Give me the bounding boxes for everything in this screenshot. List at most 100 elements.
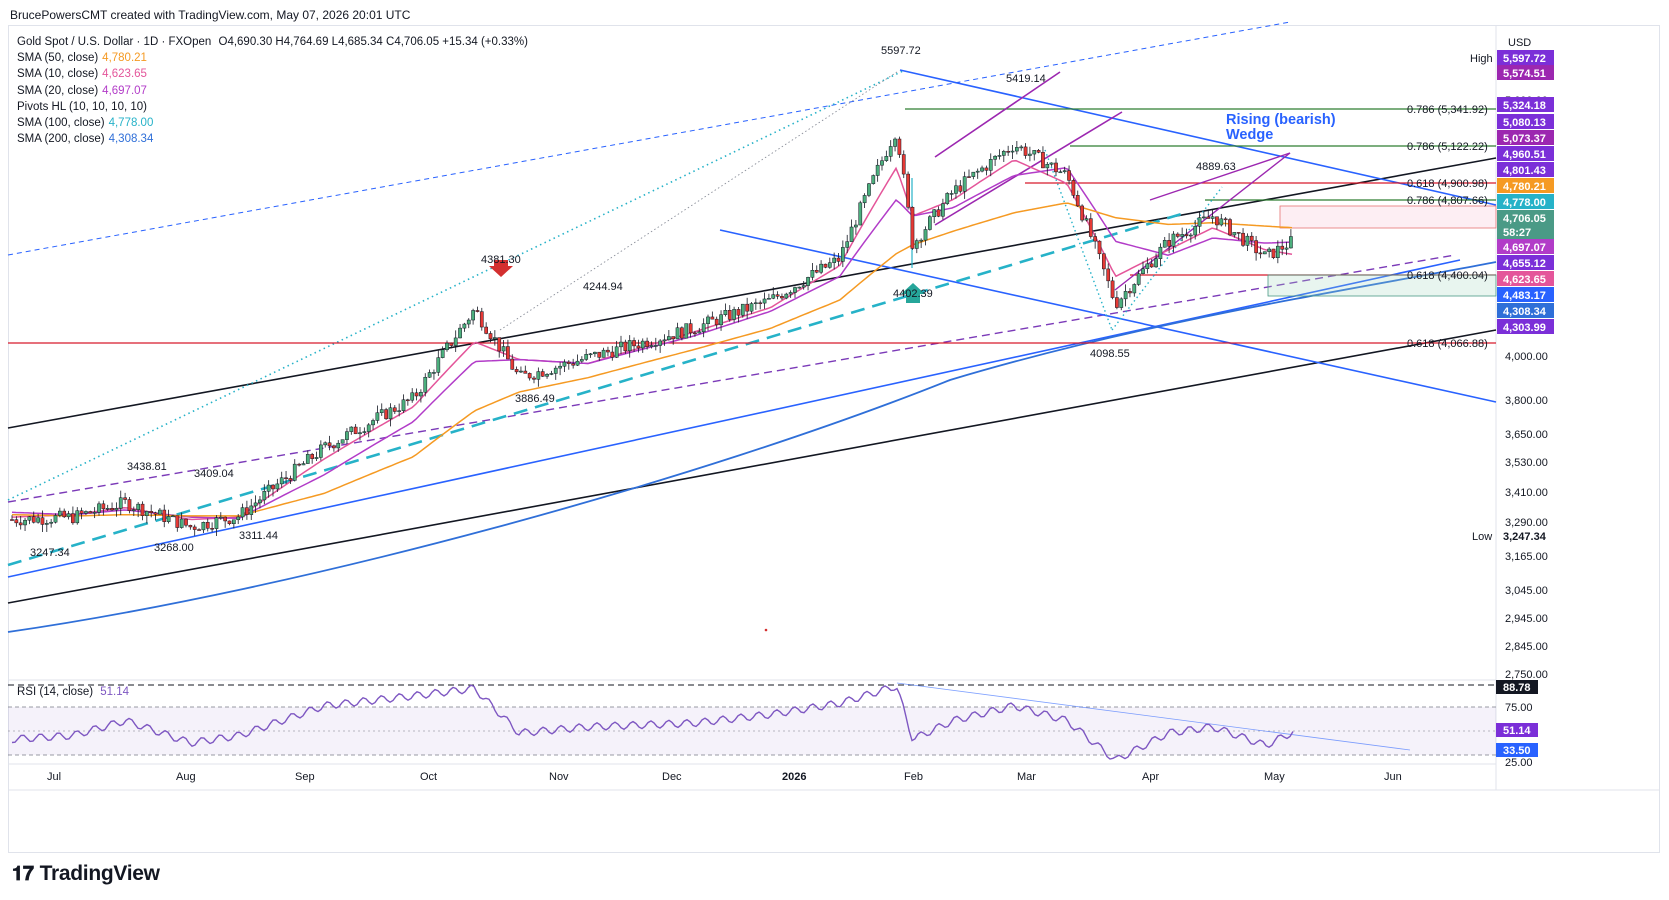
candle — [514, 366, 519, 375]
candle — [784, 292, 789, 300]
candle — [797, 286, 802, 289]
legend-sma100[interactable]: SMA (100, close) 4,778.00 — [17, 117, 154, 130]
candle — [1110, 276, 1115, 300]
candle — [353, 424, 358, 435]
tradingview-logo[interactable]: 𝟏𝟕 TradingView — [12, 862, 160, 886]
candle — [719, 310, 723, 331]
candle — [549, 370, 554, 376]
price-tag-bg — [1497, 303, 1554, 318]
candle — [1249, 232, 1254, 248]
legend-sma50[interactable]: SMA (50, close) 4,780.21 — [17, 52, 147, 65]
trend-purple-dashed — [7, 254, 1456, 503]
brand-name: TradingView — [39, 862, 160, 885]
rsi-tick: 25.00 — [1505, 757, 1533, 769]
candle — [345, 428, 349, 444]
candle — [288, 475, 293, 484]
price-tag: 5,574.51 — [1503, 68, 1546, 80]
candle — [419, 389, 423, 403]
candle — [392, 405, 397, 414]
rsi-trendline — [896, 682, 1411, 751]
chart-legend: Gold Spot / U.S. Dollar · 1D · FXOpen O4… — [17, 34, 528, 147]
candle — [440, 346, 445, 359]
pivot-label: 4889.63 — [1196, 161, 1236, 173]
rising-wedge-lower — [1114, 152, 1291, 291]
candle — [75, 507, 80, 525]
candle — [10, 515, 14, 521]
price-tag: 4,780.21 — [1503, 181, 1546, 193]
candle — [166, 509, 171, 524]
price-tag-bg — [1497, 146, 1554, 161]
legend-sma20[interactable]: SMA (20, close) 4,697.07 — [17, 84, 147, 97]
candle — [545, 373, 549, 379]
price-tick: 3,650.00 — [1505, 429, 1548, 441]
candle — [775, 291, 780, 300]
rsi-legend[interactable]: RSI (14, close) 51.14 — [17, 686, 129, 698]
high-tag: High — [1470, 53, 1493, 65]
price-tag-bg — [1497, 271, 1554, 286]
ohlc-values: O4,690.30 H4,764.69 L4,685.34 C4,706.05 … — [218, 36, 528, 48]
candle — [397, 403, 401, 417]
fib-label: 0.786 (5,122.22) — [1407, 141, 1488, 153]
candle — [1032, 150, 1037, 161]
price-tag: 5,073.37 — [1503, 133, 1546, 145]
candle — [31, 511, 36, 524]
candle — [945, 192, 950, 206]
candle — [253, 495, 258, 513]
candle — [79, 507, 84, 520]
time-tick: Jul — [47, 771, 61, 783]
candle — [1023, 143, 1028, 159]
candle — [640, 338, 645, 353]
legend-sma200[interactable]: SMA (200, close) 4,308.34 — [17, 133, 154, 146]
candle — [314, 451, 319, 462]
candle — [723, 303, 728, 317]
candle — [1088, 213, 1093, 239]
candle — [540, 368, 545, 377]
candle — [184, 518, 188, 528]
candle — [245, 500, 249, 520]
candle — [362, 427, 367, 435]
candle — [101, 500, 106, 516]
price-tick: 2,945.00 — [1505, 613, 1548, 625]
time-tick: Oct — [420, 771, 437, 783]
drop-dotted — [1044, 149, 1113, 331]
candle — [1197, 211, 1202, 234]
candle — [1158, 243, 1163, 267]
candle — [832, 252, 836, 270]
legend-sma10[interactable]: SMA (10, close) 4,623.65 — [17, 68, 147, 81]
candle — [149, 504, 154, 518]
price-tag-bg — [1497, 287, 1554, 302]
candle — [688, 319, 693, 338]
price-tag: 3,247.34 — [1503, 531, 1547, 543]
legend-pivots[interactable]: Pivots HL (10, 10, 10, 10) — [17, 100, 147, 113]
candle — [1028, 146, 1032, 162]
candle — [984, 165, 989, 176]
candle — [701, 318, 706, 338]
trend-grey-dotted — [499, 71, 898, 331]
time-tick: Nov — [549, 771, 569, 783]
candle — [827, 257, 832, 269]
candle — [201, 521, 206, 534]
candle — [619, 335, 623, 355]
candle — [297, 462, 301, 467]
symbol-row[interactable]: Gold Spot / U.S. Dollar · 1D · FXOpen O4… — [17, 34, 528, 50]
candle — [923, 226, 928, 246]
candle — [754, 298, 758, 310]
candle — [123, 492, 127, 504]
trend-cyan-dashed — [7, 211, 1186, 567]
candle — [806, 276, 810, 291]
candle — [379, 403, 384, 416]
candle — [662, 334, 667, 346]
candle — [305, 450, 310, 464]
candle — [445, 340, 449, 352]
rsi-tick: 75.00 — [1505, 702, 1533, 714]
candle — [519, 366, 523, 373]
candle — [1097, 240, 1102, 260]
candle — [632, 337, 636, 353]
price-tag: 4,303.99 — [1503, 322, 1546, 334]
price-tick: 3,165.00 — [1505, 551, 1548, 563]
candle — [558, 362, 562, 376]
low-tag: Low — [1472, 531, 1492, 543]
candle — [819, 260, 823, 275]
candle — [762, 292, 767, 309]
